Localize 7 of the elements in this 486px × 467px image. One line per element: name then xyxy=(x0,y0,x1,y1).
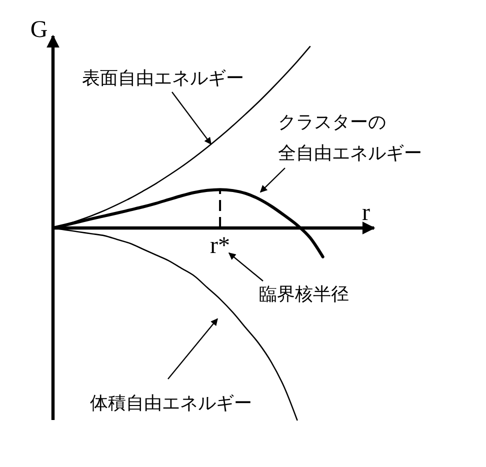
annotation: r* xyxy=(210,233,230,259)
text: クラスターの全自由エネルギー xyxy=(278,112,422,164)
series-label: 表面自由エネルギー xyxy=(82,68,244,89)
y-axis-title: G xyxy=(30,17,48,43)
series-label: 体積自由エネルギー xyxy=(90,393,252,414)
x-axis-title: r xyxy=(362,200,370,226)
annotation: 臨界核半径 xyxy=(259,284,349,305)
